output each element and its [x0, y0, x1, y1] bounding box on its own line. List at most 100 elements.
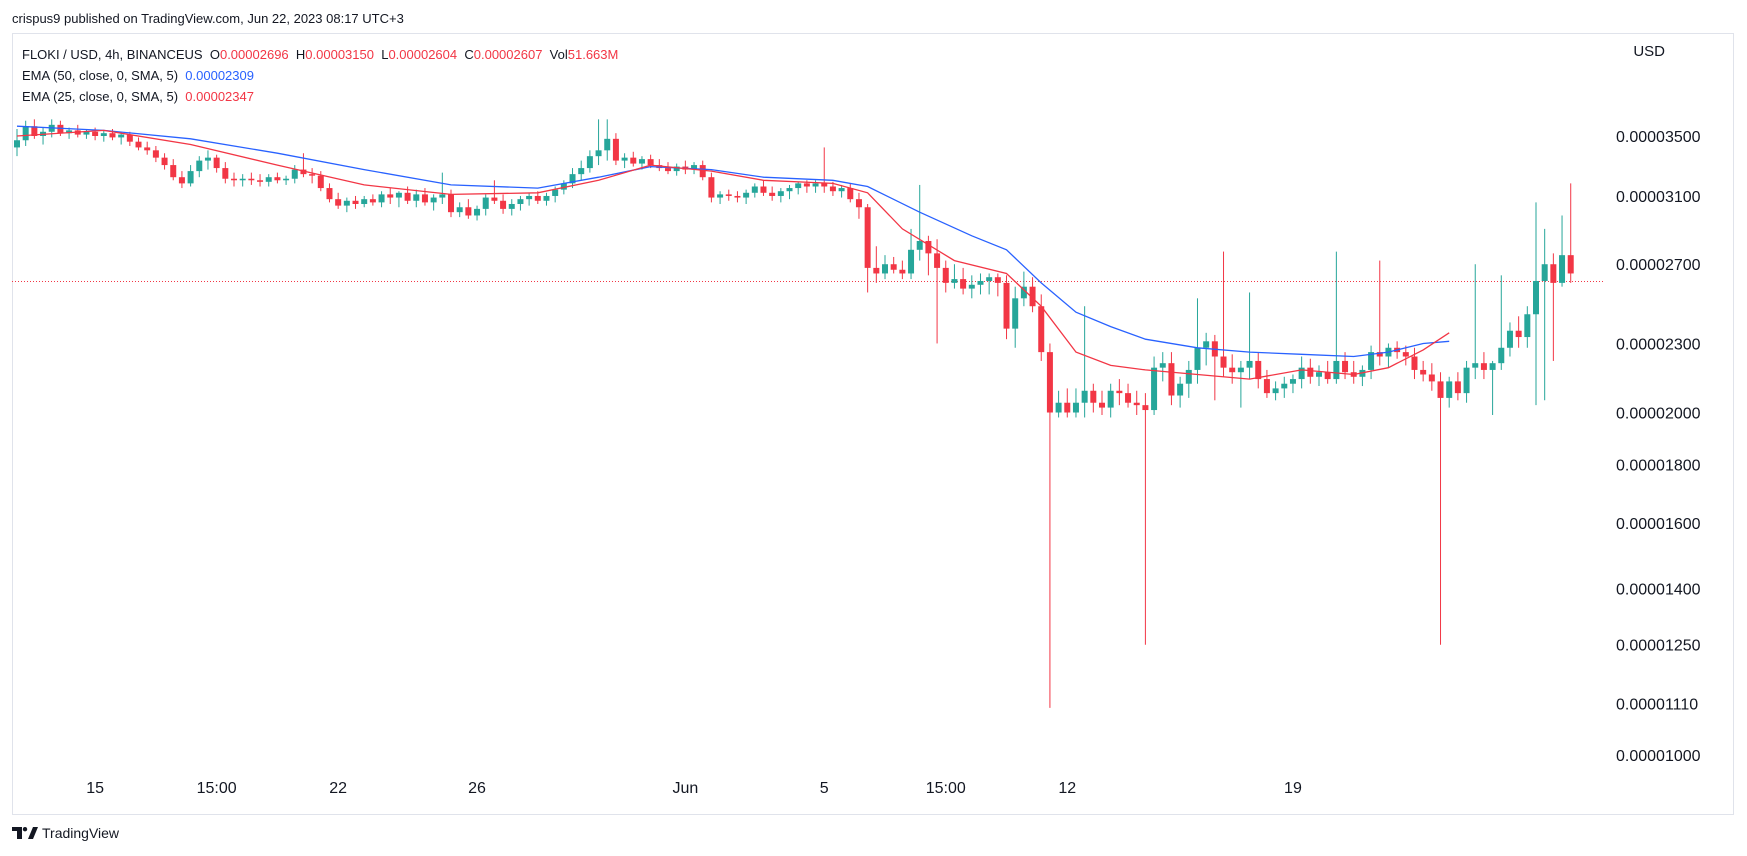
- candle-body: [1177, 383, 1184, 396]
- candle: [1246, 292, 1253, 380]
- candle-body: [14, 140, 20, 148]
- candle-body: [604, 138, 611, 151]
- candle: [491, 180, 498, 204]
- candle: [83, 128, 90, 139]
- ema50-value: 0.00002309: [185, 68, 254, 83]
- candle-body: [899, 269, 906, 274]
- candle-body: [178, 177, 185, 184]
- candle: [291, 165, 298, 184]
- candle: [821, 147, 828, 193]
- candle-body: [300, 169, 307, 175]
- candle-body: [691, 165, 698, 170]
- candle-body: [152, 150, 159, 158]
- tradingview-logo[interactable]: TradingView: [12, 825, 119, 841]
- candle: [717, 191, 724, 204]
- candle: [1046, 343, 1053, 708]
- candle-body: [960, 279, 967, 289]
- candle-body: [864, 207, 871, 268]
- candle: [977, 273, 984, 295]
- candle: [1559, 215, 1566, 287]
- candle: [361, 195, 368, 208]
- candle: [517, 195, 524, 211]
- candle: [239, 174, 246, 187]
- candle: [734, 191, 741, 203]
- ema25-value: 0.00002347: [185, 89, 254, 104]
- candle-body: [734, 195, 741, 198]
- candle: [222, 162, 229, 184]
- candle: [439, 172, 446, 204]
- candle-body: [717, 194, 724, 198]
- candle: [795, 181, 802, 195]
- candle: [1229, 354, 1236, 384]
- candle-body: [1316, 372, 1322, 377]
- candle-body: [309, 174, 316, 176]
- candle-body: [708, 177, 715, 198]
- candle: [1472, 264, 1479, 380]
- candle: [864, 203, 871, 293]
- currency-label[interactable]: USD: [1633, 43, 1665, 60]
- candle-body: [126, 134, 133, 142]
- candle-body: [335, 199, 342, 206]
- candle: [378, 191, 385, 208]
- candle-body: [213, 157, 220, 169]
- candle: [1533, 202, 1539, 406]
- candle-body: [57, 124, 64, 134]
- candle-body: [1428, 374, 1435, 382]
- candle: [1376, 260, 1383, 366]
- candle-body: [1072, 402, 1079, 413]
- candle: [595, 119, 602, 166]
- legend-ema50-row[interactable]: EMA (50, close, 0, SMA, 5) 0.00002309: [22, 65, 618, 86]
- candle: [508, 199, 515, 216]
- symbol-label[interactable]: FLOKI / USD, 4h, BINANCEUS: [22, 47, 203, 62]
- candle-body: [1342, 360, 1349, 373]
- candle-body: [612, 138, 619, 161]
- candle: [343, 197, 350, 213]
- candle-body: [777, 191, 784, 196]
- candle-body: [1333, 360, 1340, 380]
- candle-body: [569, 174, 576, 184]
- candle-body: [1029, 286, 1036, 307]
- candle: [838, 184, 845, 198]
- candle-body: [769, 192, 776, 196]
- candle-body: [239, 178, 246, 181]
- candle-body: [1550, 264, 1557, 283]
- ema25-label: EMA (25, close, 0, SMA, 5): [22, 89, 179, 104]
- candle-body: [352, 200, 359, 204]
- candle-body: [534, 195, 541, 201]
- candle: [1428, 363, 1435, 391]
- candle-body: [1003, 282, 1010, 329]
- candle: [1263, 369, 1270, 398]
- ema50-label: EMA (50, close, 0, SMA, 5): [22, 68, 179, 83]
- tradingview-logo-icon: [12, 827, 38, 839]
- candle-body: [1376, 352, 1383, 357]
- candle: [1281, 376, 1288, 398]
- candle: [1316, 365, 1322, 387]
- candle-body: [1437, 381, 1444, 398]
- close-label: C: [464, 47, 474, 62]
- candle: [1298, 356, 1305, 389]
- candle: [994, 273, 1001, 297]
- candle-body: [821, 183, 828, 187]
- ema50-line: [16, 125, 1450, 358]
- legend-ema25-row[interactable]: EMA (25, close, 0, SMA, 5) 0.00002347: [22, 86, 618, 107]
- candle: [1133, 390, 1140, 415]
- candle-body: [1324, 372, 1331, 380]
- candle: [40, 127, 47, 145]
- candle-body: [630, 157, 637, 164]
- y-tick-label: 0.00002000: [1616, 406, 1701, 423]
- x-tick-label: 15:00: [926, 780, 966, 797]
- candle: [1020, 271, 1027, 307]
- y-tick-label: 0.00001250: [1616, 638, 1701, 655]
- candle: [682, 160, 689, 175]
- candle: [395, 191, 402, 208]
- y-axis: 0.00001000 0.00001110 0.00001250 0.00001400…: [1616, 129, 1701, 765]
- candle: [621, 153, 628, 169]
- candle-body: [343, 200, 350, 206]
- candle: [1541, 228, 1548, 401]
- candle-body: [1090, 390, 1097, 403]
- x-axis: 15 15:00 22 26 Jun 5 15:00 12 19: [86, 780, 1302, 797]
- candle: [135, 137, 142, 151]
- x-tick-label: 15: [86, 780, 104, 797]
- candle-body: [161, 157, 168, 166]
